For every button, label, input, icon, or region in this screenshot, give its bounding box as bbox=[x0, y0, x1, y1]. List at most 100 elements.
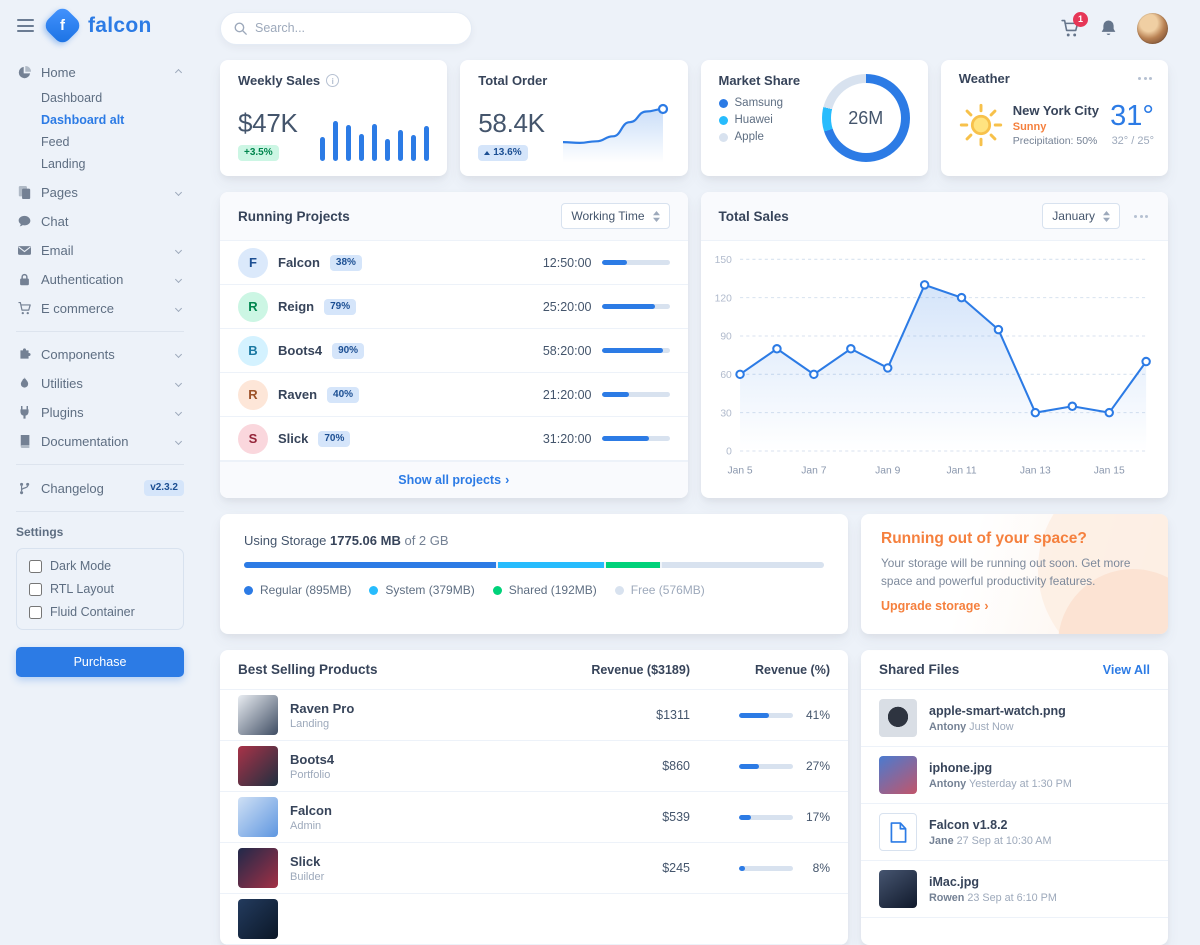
product-thumbnail bbox=[238, 695, 278, 735]
product-row-raven-pro[interactable]: Raven Pro Landing $1311 41% bbox=[220, 690, 848, 741]
product-row-boots4[interactable]: Boots4 Portfolio $860 27% bbox=[220, 741, 848, 792]
settings-heading: Settings bbox=[16, 525, 64, 539]
info-icon[interactable] bbox=[326, 74, 340, 87]
user-avatar[interactable] bbox=[1137, 12, 1168, 44]
product-row-partial bbox=[220, 894, 848, 945]
weather-condition: Sunny bbox=[1012, 120, 1047, 133]
file-name[interactable]: iphone.jpg bbox=[929, 760, 993, 775]
project-row-boots4[interactable]: B Boots4 90% 58:20:00 bbox=[220, 329, 688, 373]
shared-files-header: Shared Files View All bbox=[861, 650, 1168, 690]
product-progress-bar bbox=[739, 865, 793, 871]
market-share-total: 26M bbox=[848, 107, 884, 128]
sidebar: f falcon Home Dashboard Dashboard alt Feed L… bbox=[0, 0, 200, 900]
sidebar-item-home[interactable]: Home bbox=[16, 58, 184, 87]
file-row-apple-smart-watch-png[interactable]: apple-smart-watch.png Antony Just Now bbox=[861, 690, 1168, 747]
file-name[interactable]: Falcon v1.8.2 bbox=[929, 817, 1008, 832]
project-name[interactable]: Boots4 bbox=[278, 343, 323, 358]
sidebar-item-dashboard[interactable]: Dashboard bbox=[41, 91, 103, 105]
product-name[interactable]: Slick bbox=[290, 853, 321, 869]
product-category: Landing bbox=[290, 717, 330, 730]
search-input[interactable] bbox=[255, 21, 458, 35]
storage-legend-free: Free (576MB) bbox=[614, 583, 705, 597]
project-row-slick[interactable]: S Slick 70% 31:20:00 bbox=[220, 417, 688, 461]
market-share-donut: 26M bbox=[821, 74, 910, 162]
project-name[interactable]: Slick bbox=[278, 431, 309, 446]
rtl-layout-checkbox[interactable] bbox=[29, 582, 42, 596]
falcon-logo[interactable]: f falcon bbox=[41, 4, 152, 47]
card-menu-icon[interactable] bbox=[1132, 210, 1150, 223]
svg-text:Jan 11: Jan 11 bbox=[946, 466, 976, 477]
search-box[interactable] bbox=[220, 11, 472, 45]
project-row-reign[interactable]: R Reign 79% 25:20:00 bbox=[220, 285, 688, 329]
falcon-logo-text: falcon bbox=[88, 13, 152, 37]
month-select[interactable]: January bbox=[1042, 203, 1120, 229]
storage-legend-system: System (379MB) bbox=[369, 583, 475, 597]
chevron-down-icon bbox=[174, 379, 183, 388]
fluid-container-checkbox[interactable] bbox=[29, 605, 42, 619]
project-progress-bar bbox=[601, 304, 670, 309]
sidebar-item-utilities[interactable]: Utilities bbox=[16, 369, 184, 398]
notifications-button[interactable] bbox=[1099, 19, 1118, 38]
purchase-button[interactable]: Purchase bbox=[16, 647, 184, 677]
file-name[interactable]: iMac.jpg bbox=[929, 874, 980, 889]
product-category: Builder bbox=[290, 870, 325, 883]
dark-mode-checkbox[interactable] bbox=[29, 559, 42, 573]
file-thumbnail bbox=[879, 699, 917, 737]
sidebar-item-documentation[interactable]: Documentation bbox=[16, 427, 184, 456]
show-all-projects-link[interactable]: Show all projects bbox=[398, 473, 509, 487]
file-name[interactable]: apple-smart-watch.png bbox=[929, 703, 1066, 718]
sidebar-item-authentication[interactable]: Authentication bbox=[16, 265, 184, 294]
product-name[interactable]: Boots4 bbox=[290, 751, 335, 767]
market-share-legend: Samsung Huawei Apple bbox=[718, 97, 801, 143]
project-name[interactable]: Reign bbox=[278, 299, 315, 314]
setting-dark-mode[interactable]: Dark Mode bbox=[29, 559, 171, 573]
project-name[interactable]: Raven bbox=[278, 387, 318, 402]
sidebar-item-feed[interactable]: Feed bbox=[41, 135, 70, 149]
search-icon bbox=[234, 22, 247, 35]
envelope-icon bbox=[16, 244, 32, 258]
menu-toggle-icon[interactable] bbox=[16, 16, 35, 35]
upgrade-storage-link[interactable]: Upgrade storage bbox=[881, 599, 989, 613]
setting-fluid-container[interactable]: Fluid Container bbox=[29, 605, 171, 619]
working-time-select[interactable]: Working Time bbox=[561, 203, 670, 229]
sidebar-item-email[interactable]: Email bbox=[16, 236, 184, 265]
sidebar-item-e-commerce[interactable]: E commerce bbox=[16, 294, 184, 323]
file-row-imac-jpg[interactable]: iMac.jpg Rowen 23 Sep at 6:10 PM bbox=[861, 861, 1168, 918]
changelog-label: Changelog bbox=[41, 480, 104, 496]
product-name[interactable]: Raven Pro bbox=[290, 700, 355, 716]
market-share-card: Market Share Samsung Huawei Apple 26M bbox=[700, 60, 928, 176]
svg-text:Jan 9: Jan 9 bbox=[875, 466, 900, 477]
storage-total: of 2 GB bbox=[404, 533, 449, 548]
project-avatar: B bbox=[238, 335, 268, 366]
best-selling-title: Best Selling Products bbox=[238, 662, 378, 677]
sidebar-item-components[interactable]: Components bbox=[16, 340, 184, 369]
sidebar-item-dashboard-alt[interactable]: Dashboard alt bbox=[41, 113, 125, 127]
card-menu-icon[interactable] bbox=[1136, 72, 1154, 85]
cart-button[interactable]: 1 bbox=[1061, 11, 1088, 38]
project-row-falcon[interactable]: F Falcon 38% 12:50:00 bbox=[220, 241, 688, 285]
project-row-raven[interactable]: R Raven 40% 21:20:00 bbox=[220, 373, 688, 417]
product-thumbnail bbox=[238, 746, 278, 786]
sidebar-item-plugins[interactable]: Plugins bbox=[16, 398, 184, 427]
file-row-iphone-jpg[interactable]: iphone.jpg Antony Yesterday at 1:30 PM bbox=[861, 747, 1168, 804]
product-row-falcon[interactable]: Falcon Admin $539 17% bbox=[220, 792, 848, 843]
project-avatar: S bbox=[238, 423, 268, 454]
sidebar-item-landing[interactable]: Landing bbox=[41, 157, 86, 171]
storage-used: 1775.06 MB bbox=[330, 533, 401, 548]
product-percent: 17% bbox=[805, 810, 830, 824]
setting-rtl-layout[interactable]: RTL Layout bbox=[29, 582, 171, 596]
product-name[interactable]: Falcon bbox=[290, 802, 332, 818]
project-name[interactable]: Falcon bbox=[278, 255, 320, 270]
view-all-link[interactable]: View All bbox=[1102, 662, 1150, 677]
product-percent: 41% bbox=[805, 708, 830, 722]
sidebar-item-changelog[interactable]: Changelog v2.3.2 bbox=[16, 473, 184, 503]
total-order-title: Total Order bbox=[478, 73, 548, 88]
fire-icon bbox=[16, 377, 32, 391]
sidebar-item-chat[interactable]: Chat bbox=[16, 207, 184, 236]
weekly-sales-bar-chart bbox=[320, 105, 430, 163]
sidebar-item-pages[interactable]: Pages bbox=[16, 178, 184, 207]
project-time: 12:50:00 bbox=[542, 255, 592, 270]
file-row-falcon-v1-8-2[interactable]: Falcon v1.8.2 Jane 27 Sep at 10:30 AM bbox=[861, 804, 1168, 861]
product-row-slick[interactable]: Slick Builder $245 8% bbox=[220, 843, 848, 894]
total-order-sparkline bbox=[562, 103, 668, 163]
